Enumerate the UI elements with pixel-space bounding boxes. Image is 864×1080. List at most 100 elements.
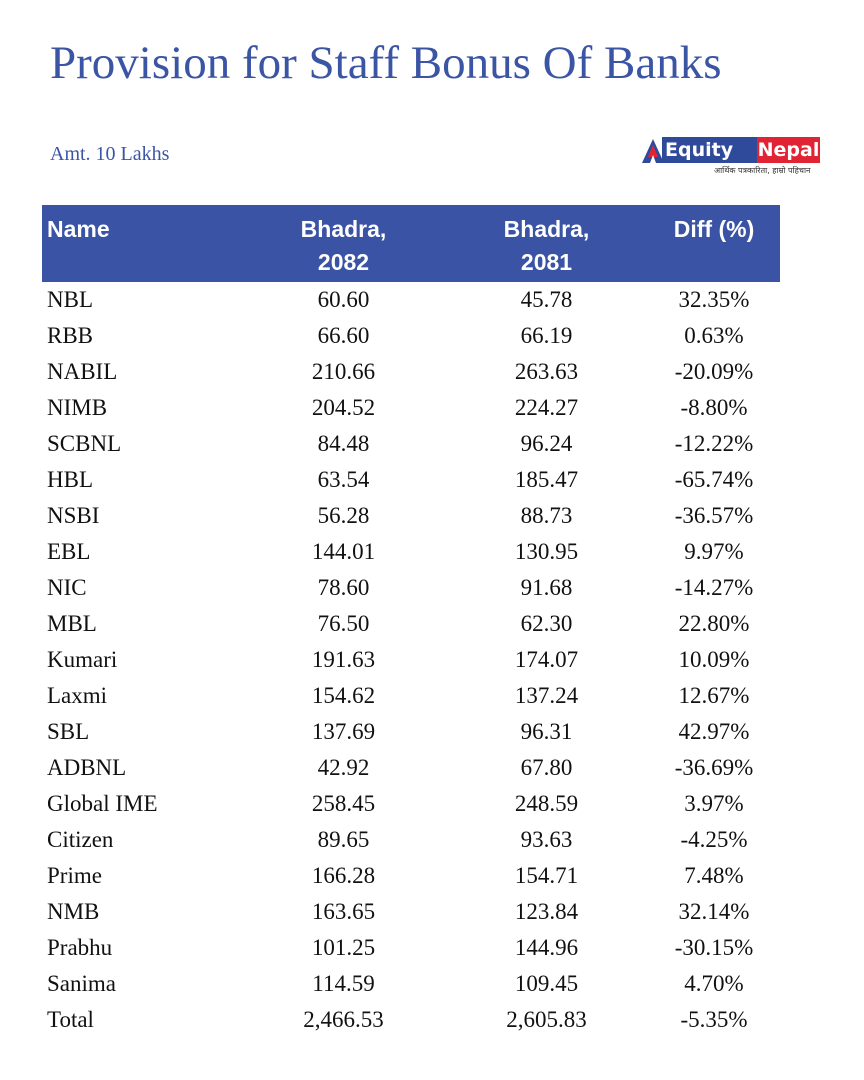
column-header: Bhadra, 2081 — [445, 205, 648, 282]
bank-name-cell: NSBI — [47, 503, 100, 528]
bhadra-2081-cell: 96.31 — [520, 719, 573, 744]
bhadra-2081-cell: 91.68 — [520, 575, 573, 600]
bhadra-2082-cell: 154.62 — [311, 683, 376, 708]
bank-name-cell: NABIL — [47, 359, 118, 384]
bank-name-cell: RBB — [47, 323, 94, 348]
bhadra-2082-cell: 114.59 — [312, 971, 375, 996]
bank-name-cell: NIMB — [47, 395, 108, 420]
bhadra-2082-cell: 63.54 — [317, 467, 370, 492]
column-header-text: Diff (%) — [673, 216, 755, 242]
bonus-table: Name Bhadra, 2082 Bhadra, 2081 Diff (%) NBL 60… — [42, 205, 780, 1038]
column-header: Name — [42, 205, 242, 282]
bank-name-cell: SCBNL — [47, 431, 122, 456]
bank-name-cell: SBL — [47, 719, 90, 744]
diff-cell: -36.69% — [674, 755, 754, 780]
total-row: Total 2,466.53 2,605.83 -5.35% — [42, 1002, 780, 1038]
diff-cell: 7.48% — [684, 863, 744, 888]
unit-label: Amt. 10 Lakhs — [50, 143, 170, 165]
logo-tagline: आर्थिक पत्रकारिता, हाम्रो पहिचान — [714, 166, 811, 175]
bhadra-2081-cell: 137.24 — [514, 683, 579, 708]
bhadra-2082-cell: 258.45 — [311, 791, 376, 816]
bank-name-cell: Laxmi — [47, 683, 108, 708]
equity-nepal-logo: Equity Nepal आर्थिक पत्रकारिता, हाम्रो प… — [642, 137, 822, 179]
bhadra-2081-cell: 96.24 — [520, 431, 573, 456]
bank-name-cell: Prabhu — [47, 935, 113, 960]
diff-cell: -36.57% — [674, 503, 754, 528]
mountain-logo-icon — [642, 139, 664, 163]
table-row: RBB 66.60 66.19 0.63% — [42, 318, 780, 354]
column-header-text: 2081 — [520, 249, 573, 275]
bank-name-cell: NMB — [47, 899, 100, 924]
table-row: Citizen 89.65 93.63 -4.25% — [42, 822, 780, 858]
bank-name-cell: Global IME — [47, 791, 158, 816]
bhadra-2082-cell: 163.65 — [311, 899, 376, 924]
bank-name-cell: NBL — [47, 287, 93, 312]
column-header-text: Bhadra, — [503, 216, 590, 242]
bank-name-cell: Prime — [47, 863, 102, 888]
diff-cell: 42.97% — [678, 719, 750, 744]
bhadra-2082-cell: 66.60 — [317, 323, 370, 348]
table-row: Prime 166.28 154.71 7.48% — [42, 858, 780, 894]
diff-cell: 32.14% — [678, 899, 750, 924]
diff-cell: -30.15% — [674, 935, 754, 960]
bhadra-2082-cell: 42.92 — [317, 755, 370, 780]
bank-name-cell: Citizen — [47, 827, 114, 852]
table-row: SCBNL 84.48 96.24 -12.22% — [42, 426, 780, 462]
bhadra-2082-cell: 144.01 — [311, 539, 376, 564]
bhadra-2082-cell: 89.65 — [317, 827, 370, 852]
bhadra-2081-cell: 130.95 — [514, 539, 579, 564]
table-row: HBL 63.54 185.47 -65.74% — [42, 462, 780, 498]
diff-cell: -5.35% — [680, 1007, 748, 1032]
bank-name-cell: MBL — [47, 611, 97, 636]
diff-cell: 3.97% — [684, 791, 744, 816]
diff-cell: 0.63% — [684, 323, 744, 348]
bhadra-2082-cell: 60.60 — [317, 287, 370, 312]
logo-text-nepal: Nepal — [757, 137, 820, 163]
bank-name-cell: Kumari — [47, 647, 118, 672]
table-header-row: Name Bhadra, 2082 Bhadra, 2081 Diff (%) — [42, 205, 780, 282]
bhadra-2082-cell: 2,466.53 — [303, 1007, 384, 1032]
bhadra-2081-cell: 45.78 — [520, 287, 573, 312]
bank-name-cell: NIC — [47, 575, 87, 600]
bhadra-2081-cell: 154.71 — [514, 863, 579, 888]
diff-cell: -20.09% — [674, 359, 754, 384]
table-row: NSBI 56.28 88.73 -36.57% — [42, 498, 780, 534]
bhadra-2082-cell: 210.66 — [311, 359, 376, 384]
table-row: Laxmi 154.62 137.24 12.67% — [42, 678, 780, 714]
table-row: SBL 137.69 96.31 42.97% — [42, 714, 780, 750]
bhadra-2081-cell: 2,605.83 — [506, 1007, 587, 1032]
bhadra-2081-cell: 93.63 — [520, 827, 573, 852]
bank-name-cell: Sanima — [47, 971, 116, 996]
bank-name-cell: HBL — [47, 467, 93, 492]
table-row: NABIL 210.66 263.63 -20.09% — [42, 354, 780, 390]
diff-cell: 9.97% — [684, 539, 744, 564]
bhadra-2081-cell: 88.73 — [520, 503, 573, 528]
bhadra-2082-cell: 191.63 — [311, 647, 376, 672]
table-row: Global IME 258.45 248.59 3.97% — [42, 786, 780, 822]
bhadra-2081-cell: 144.96 — [514, 935, 579, 960]
table-row: Kumari 191.63 174.07 10.09% — [42, 642, 780, 678]
bhadra-2081-cell: 224.27 — [514, 395, 579, 420]
bank-name-cell: EBL — [47, 539, 91, 564]
bhadra-2081-cell: 174.07 — [514, 647, 579, 672]
table-row: Sanima 114.59 109.45 4.70% — [42, 966, 780, 1002]
bhadra-2081-cell: 62.30 — [520, 611, 573, 636]
page-title: Provision for Staff Bonus Of Banks — [50, 37, 722, 89]
bhadra-2082-cell: 204.52 — [311, 395, 376, 420]
diff-cell: -8.80% — [680, 395, 748, 420]
column-header-text: Bhadra, — [300, 216, 387, 242]
bhadra-2082-cell: 101.25 — [311, 935, 376, 960]
table-row: NBL 60.60 45.78 32.35% — [42, 282, 780, 318]
table-row: ADBNL 42.92 67.80 -36.69% — [42, 750, 780, 786]
bhadra-2081-cell: 67.80 — [520, 755, 573, 780]
bhadra-2081-cell: 248.59 — [514, 791, 579, 816]
bhadra-2082-cell: 137.69 — [311, 719, 376, 744]
bhadra-2081-cell: 263.63 — [514, 359, 579, 384]
table-row: NMB 163.65 123.84 32.14% — [42, 894, 780, 930]
diff-cell: -65.74% — [674, 467, 754, 492]
bank-name-cell: ADBNL — [47, 755, 127, 780]
diff-cell: -14.27% — [674, 575, 754, 600]
column-header: Diff (%) — [648, 205, 780, 282]
bhadra-2081-cell: 123.84 — [514, 899, 579, 924]
